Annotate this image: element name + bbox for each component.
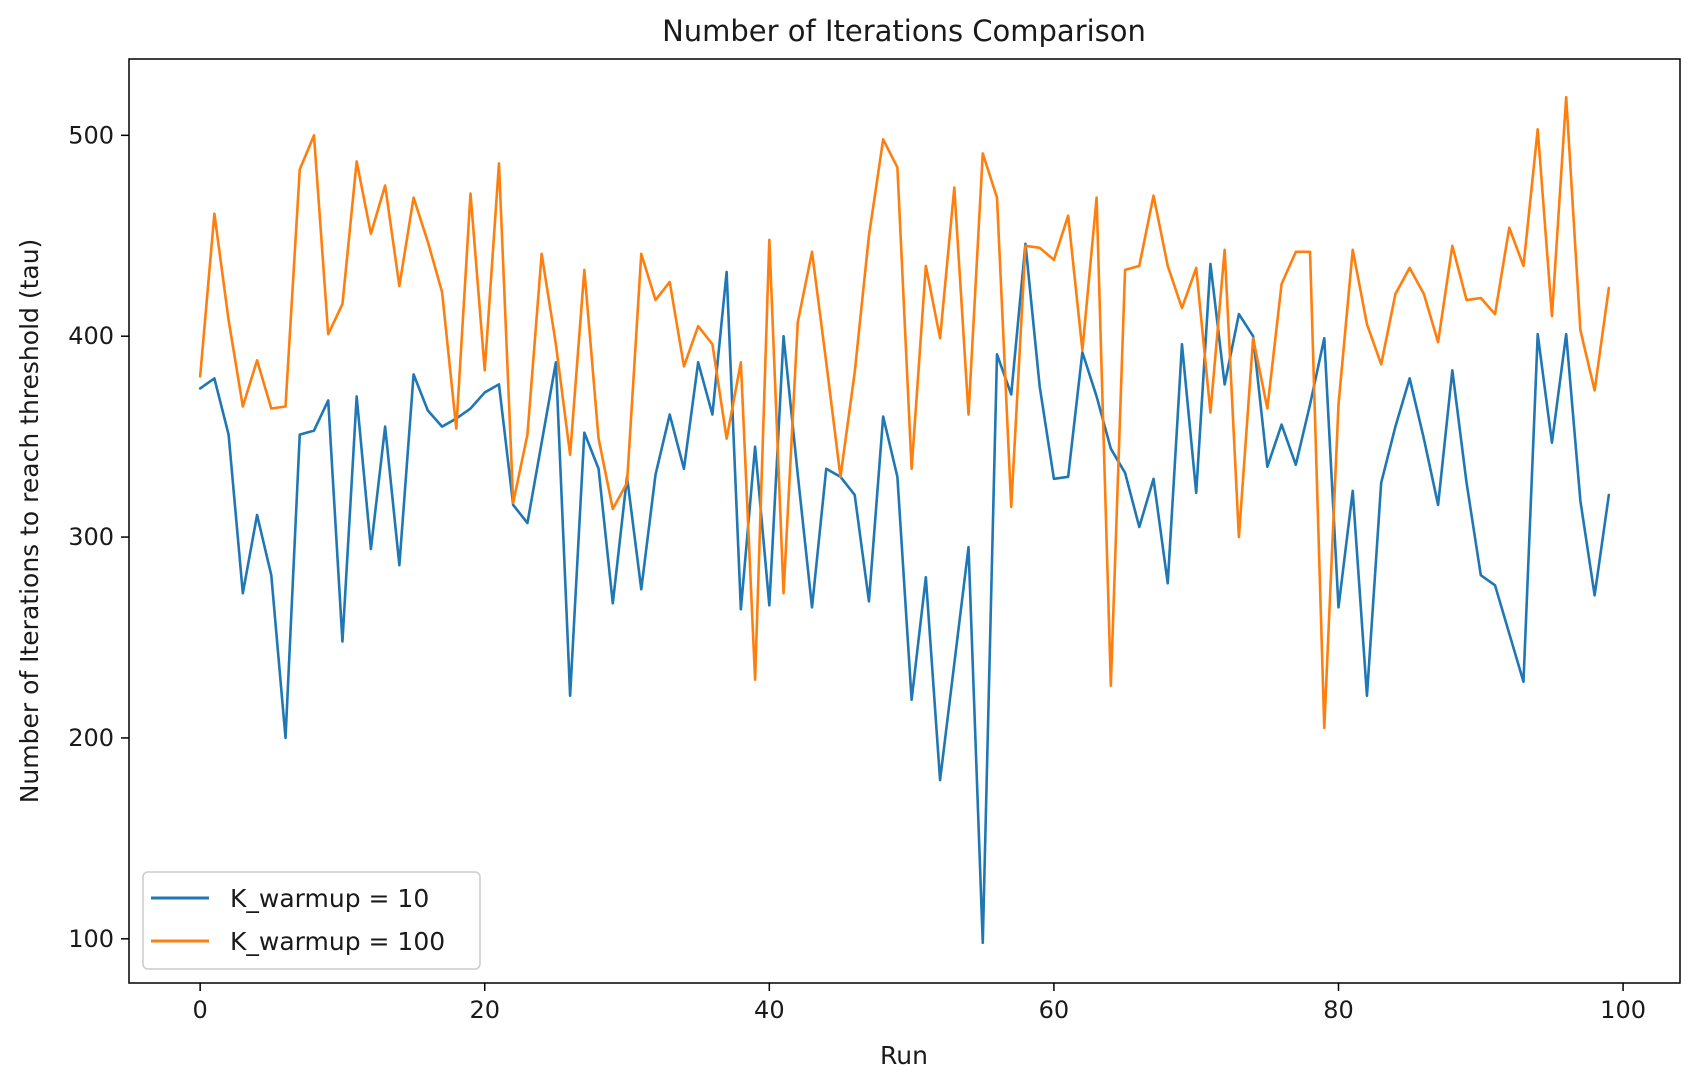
- y-tick-label: 500: [68, 121, 114, 149]
- series-line-k-warmup-10: [198, 242, 1611, 945]
- y-axis: 100 200 300 400 500: [68, 121, 129, 953]
- series-line-k-warmup-100: [198, 95, 1611, 730]
- y-tick-label: 200: [68, 724, 114, 752]
- y-tick-label: 400: [68, 322, 114, 350]
- chart-title: Number of Iterations Comparison: [662, 14, 1146, 48]
- y-tick-label: 100: [68, 925, 114, 953]
- x-tick-label: 40: [754, 996, 785, 1024]
- x-tick-label: 0: [193, 996, 208, 1024]
- series-layer: [198, 95, 1611, 945]
- legend-label-k-warmup-100: K_warmup = 100: [230, 927, 445, 956]
- x-tick-label: 100: [1600, 996, 1646, 1024]
- y-axis-label: Number of Iterations to reach threshold …: [15, 239, 44, 804]
- x-axis: 0 20 40 60 80 100: [193, 983, 1646, 1024]
- x-tick-label: 80: [1323, 996, 1354, 1024]
- plot-area-frame: [128, 58, 1681, 984]
- legend-label-k-warmup-10: K_warmup = 10: [230, 884, 429, 913]
- y-tick-label: 300: [68, 523, 114, 551]
- legend: K_warmup = 10 K_warmup = 100: [142, 871, 481, 970]
- x-tick-label: 20: [469, 996, 500, 1024]
- x-axis-label: Run: [880, 1041, 928, 1070]
- legend-frame: [142, 871, 481, 970]
- x-tick-label: 60: [1039, 996, 1070, 1024]
